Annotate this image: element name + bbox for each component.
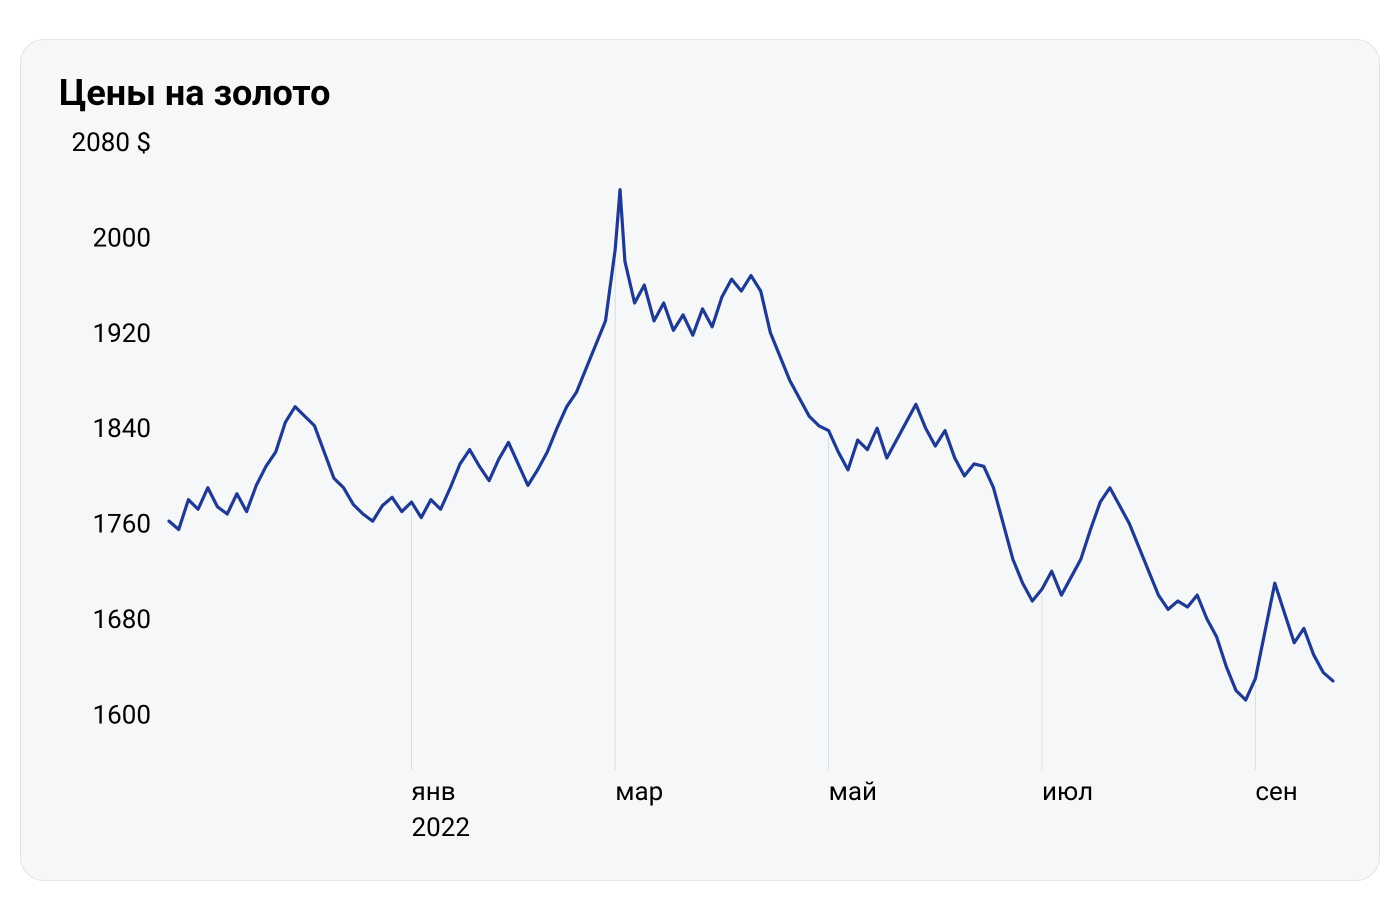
chart-plot-area: 1600 1680 1760 1840 1920 2000 2080 $ янв мар май и… — [59, 132, 1341, 852]
line-chart-svg: 1600 1680 1760 1840 1920 2000 2080 $ янв мар май и… — [59, 132, 1343, 852]
y-axis-tick-label: 1680 — [93, 605, 151, 635]
y-axis-tick-label: 1840 — [93, 414, 151, 444]
y-axis-tick-label: 1760 — [93, 510, 151, 540]
y-axis-tick-label: 1600 — [93, 700, 151, 730]
x-axis-year-label: 2022 — [412, 813, 470, 843]
y-axis-tick-label: 2080 $ — [71, 132, 151, 158]
chart-title: Цены на золото — [59, 72, 1341, 114]
x-axis-tick-label: янв — [412, 777, 456, 807]
x-axis-tick-label: сен — [1255, 777, 1297, 807]
x-axis-tick-label: июл — [1042, 777, 1093, 807]
y-axis-tick-label: 1920 — [93, 319, 151, 349]
chart-card: Цены на золото 1600 1680 1760 1840 1920 2000 2… — [20, 39, 1380, 881]
y-axis-tick-label: 2000 — [93, 223, 151, 253]
x-axis-tick-label: мар — [615, 777, 663, 807]
x-axis-tick-label: май — [829, 777, 877, 807]
price-line — [169, 190, 1333, 700]
